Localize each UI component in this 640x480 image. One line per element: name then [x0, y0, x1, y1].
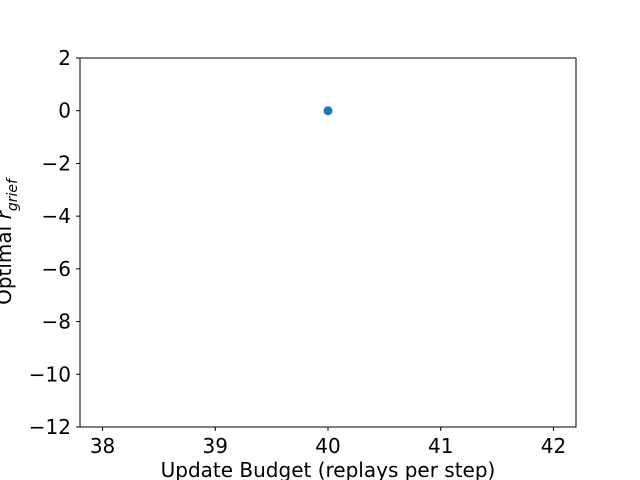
- y-tick-label: 0: [58, 99, 71, 123]
- x-axis-label: Update Budget (replays per step): [161, 458, 496, 480]
- x-tick-label: 38: [90, 434, 115, 458]
- y-axis-label-main: r: [0, 209, 16, 219]
- y-tick-label: −2: [42, 151, 71, 175]
- y-axis-label-prefix: Optimal: [0, 219, 16, 305]
- x-tick-label: 40: [315, 434, 340, 458]
- y-tick-label: −6: [42, 257, 71, 281]
- y-axis-label: Optimal rgrief: [0, 177, 21, 305]
- x-tick-label: 41: [428, 434, 453, 458]
- y-tick-label: 2: [58, 46, 71, 70]
- scatter-point: [323, 106, 333, 116]
- y-axis-ticks: 2 0 −2 −4 −6 −8 −10 −12: [29, 46, 80, 439]
- y-tick-label: −8: [42, 310, 71, 334]
- x-tick-label: 39: [203, 434, 228, 458]
- y-tick-label: −12: [29, 415, 71, 439]
- x-tick-label: 42: [541, 434, 566, 458]
- x-axis-ticks: 38 39 40 41 42: [90, 427, 566, 458]
- y-tick-label: −4: [42, 204, 71, 228]
- y-axis-label-subscript: grief: [5, 177, 21, 211]
- y-tick-label: −10: [29, 362, 71, 386]
- data-points: [323, 106, 333, 116]
